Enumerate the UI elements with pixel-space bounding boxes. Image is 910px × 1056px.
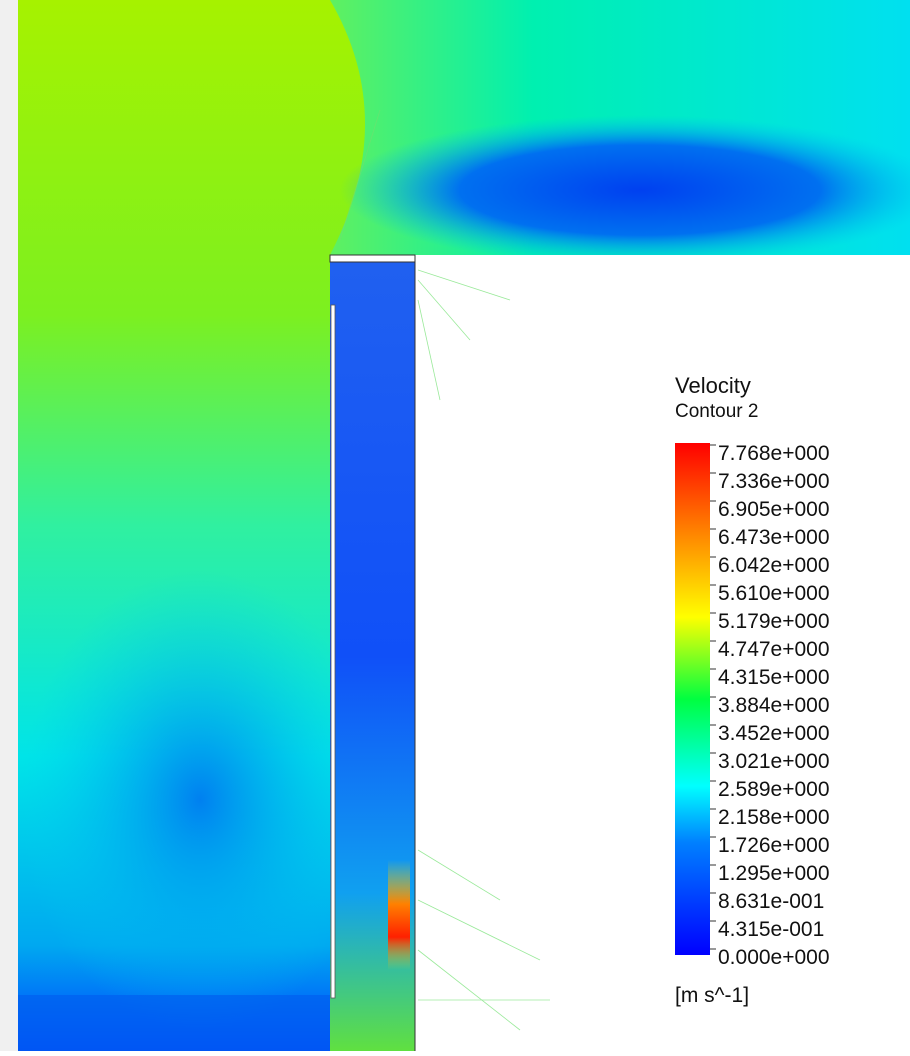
hot-spot xyxy=(388,860,410,970)
floor-layer xyxy=(18,995,338,1051)
tick-label: 5.610e+000 xyxy=(718,582,830,605)
color-bar xyxy=(675,443,710,955)
tick-label: 3.884e+000 xyxy=(718,694,830,717)
tick-label: 7.768e+000 xyxy=(718,442,830,465)
tick-label: 6.042e+000 xyxy=(718,554,830,577)
top-plate xyxy=(330,255,415,262)
tick-label: 2.589e+000 xyxy=(718,778,830,801)
tick-label: 1.726e+000 xyxy=(718,834,830,857)
legend-title: Velocity xyxy=(675,373,751,398)
solid-region xyxy=(415,255,910,1051)
low-velocity-region xyxy=(20,570,380,1030)
tick-label: 5.179e+000 xyxy=(718,610,830,633)
legend-subtitle: Contour 2 xyxy=(675,401,758,422)
tick-label: 3.021e+000 xyxy=(718,750,830,773)
tick-label: 8.631e-001 xyxy=(718,890,824,913)
tick-label: 2.158e+000 xyxy=(718,806,830,829)
tick-label: 7.336e+000 xyxy=(718,470,830,493)
contour-view: Velocity Contour 2 7.768e+000 7.336e+000 6… xyxy=(0,0,910,1051)
tick-label: 6.905e+000 xyxy=(718,498,830,521)
legend-unit: [m s^-1] xyxy=(675,984,749,1007)
tick-label: 0.000e+000 xyxy=(718,946,830,969)
tick-label: 4.315e+000 xyxy=(718,666,830,689)
tick-label: 1.295e+000 xyxy=(718,862,830,885)
side-strip xyxy=(0,0,18,1051)
inner-plate xyxy=(331,305,335,998)
tick-label: 6.473e+000 xyxy=(718,526,830,549)
tick-label: 4.315e-001 xyxy=(718,918,824,941)
tick-label: 3.452e+000 xyxy=(718,722,830,745)
tick-label: 4.747e+000 xyxy=(718,638,830,661)
